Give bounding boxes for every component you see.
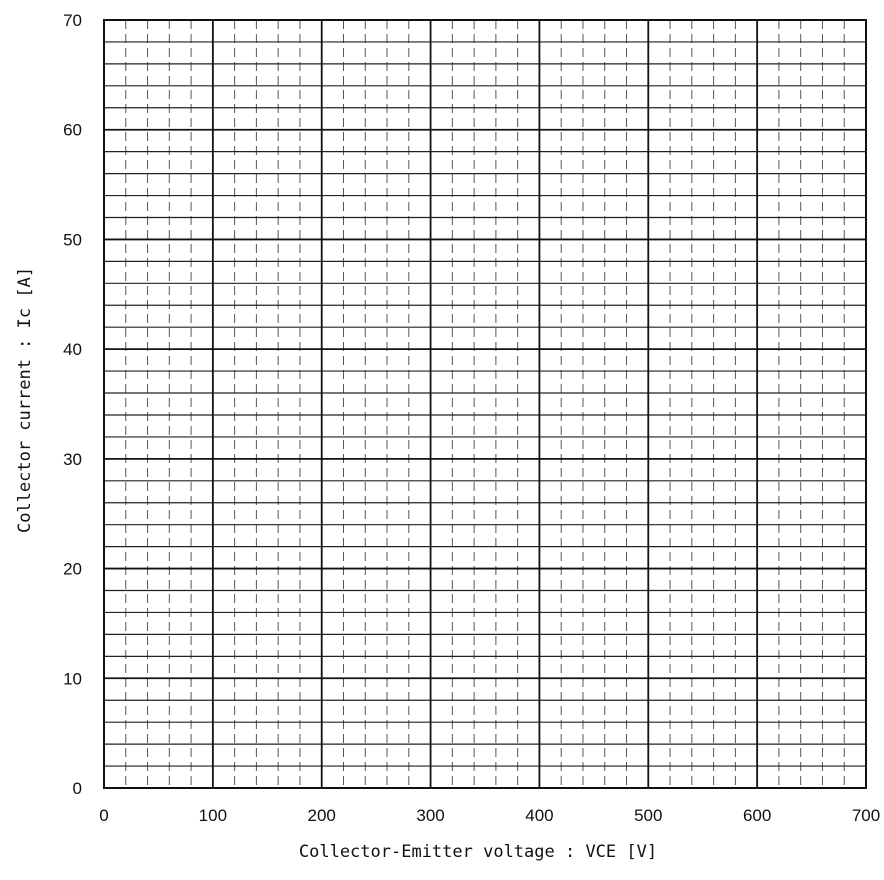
x-tick-label: 500 [634, 806, 662, 825]
y-tick-label: 20 [63, 560, 82, 579]
y-tick-label: 70 [63, 11, 82, 30]
y-tick-label: 60 [63, 121, 82, 140]
y-tick-label: 30 [63, 450, 82, 469]
y-tick-label: 0 [73, 779, 82, 798]
minor-grid [104, 20, 866, 788]
major-grid [104, 20, 866, 788]
x-tick-label: 100 [199, 806, 227, 825]
x-tick-labels: 0 100 200 300 400 500 600 700 [99, 806, 880, 825]
x-tick-label: 0 [99, 806, 108, 825]
y-tick-label: 50 [63, 230, 82, 249]
y-tick-label: 40 [63, 340, 82, 359]
x-tick-label: 200 [308, 806, 336, 825]
x-axis-title: Collector-Emitter voltage : VCE [V] [299, 842, 657, 862]
x-tick-label: 300 [416, 806, 444, 825]
y-tick-labels: 0 10 20 30 40 50 60 70 [63, 11, 82, 798]
x-tick-label: 400 [525, 806, 553, 825]
plot-frame [103, 19, 867, 789]
y-axis-title: Collector current : Ic [A] [15, 267, 35, 533]
x-tick-label: 700 [852, 806, 880, 825]
y-tick-label: 10 [63, 669, 82, 688]
x-tick-label: 600 [743, 806, 771, 825]
